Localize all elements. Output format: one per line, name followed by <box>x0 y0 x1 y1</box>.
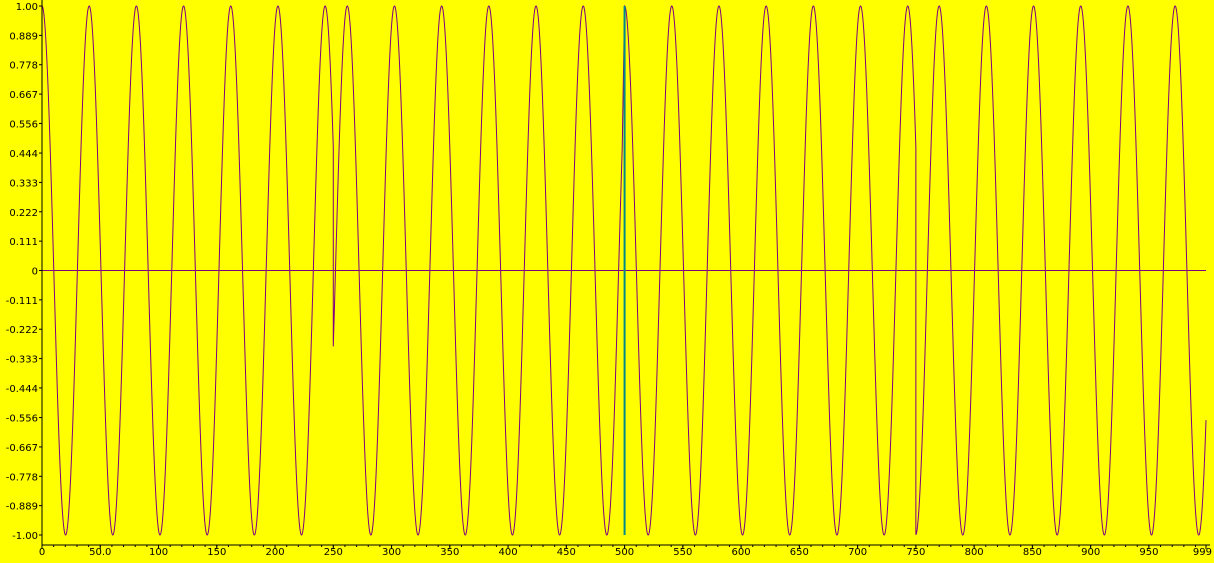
x-tick-label: 100 <box>149 547 168 558</box>
y-tick-label: -0.778 <box>6 472 38 483</box>
y-tick-label: -0.889 <box>6 502 38 513</box>
x-tick-label: 200 <box>265 547 284 558</box>
x-tick-label: 900 <box>1081 547 1100 558</box>
x-tick-label: 250 <box>324 547 343 558</box>
x-tick-label: 450 <box>557 547 576 558</box>
x-tick-label: 800 <box>965 547 984 558</box>
y-tick-label: -0.444 <box>6 384 38 395</box>
x-tick-label: 700 <box>848 547 867 558</box>
x-tick-label: 750 <box>906 547 925 558</box>
axes-group <box>41 0 1210 546</box>
x-tick-label: 650 <box>790 547 809 558</box>
y-tick-label: 0.333 <box>9 178 38 189</box>
x-tick-label: 400 <box>499 547 518 558</box>
y-tick-label: 0.444 <box>9 149 38 160</box>
y-tick-label: -0.111 <box>6 296 38 307</box>
x-axis-ticks: 0 50.0 100 150 200 250 300 350 400 450 500 550 600 65… <box>39 545 1212 558</box>
y-tick-label: 0.778 <box>9 61 38 72</box>
x-tick-label: 850 <box>1023 547 1042 558</box>
y-tick-label: 0.889 <box>9 31 38 42</box>
x-tick-label: 500 <box>615 547 634 558</box>
x-tick-label: 350 <box>440 547 459 558</box>
x-tick-label: 50.0 <box>89 547 111 558</box>
x-tick-label: 550 <box>673 547 692 558</box>
x-tick-label: 950 <box>1139 547 1158 558</box>
y-tick-label: -0.556 <box>6 414 38 425</box>
y-tick-label: -1.00 <box>12 531 38 542</box>
y-tick-label: 0.556 <box>9 119 38 130</box>
x-tick-label: 150 <box>207 547 226 558</box>
x-tick-label: 999 <box>1193 547 1212 558</box>
y-tick-label: -0.667 <box>6 443 38 454</box>
x-tick-label: 600 <box>732 547 751 558</box>
y-tick-label: 0.667 <box>9 90 38 101</box>
y-tick-label: 0 <box>32 267 38 278</box>
y-tick-label: 0.222 <box>9 208 38 219</box>
x-tick-label: 0 <box>39 547 45 558</box>
x-tick-label: 300 <box>382 547 401 558</box>
y-tick-label: -0.333 <box>6 355 38 366</box>
y-axis-ticks: 1.00 0.889 0.778 0.667 0.556 0.444 0.333 0.222 0… <box>6 2 42 542</box>
y-tick-label: 1.00 <box>16 2 38 13</box>
y-tick-label: -0.222 <box>6 325 38 336</box>
y-tick-label: 0.111 <box>9 237 38 248</box>
